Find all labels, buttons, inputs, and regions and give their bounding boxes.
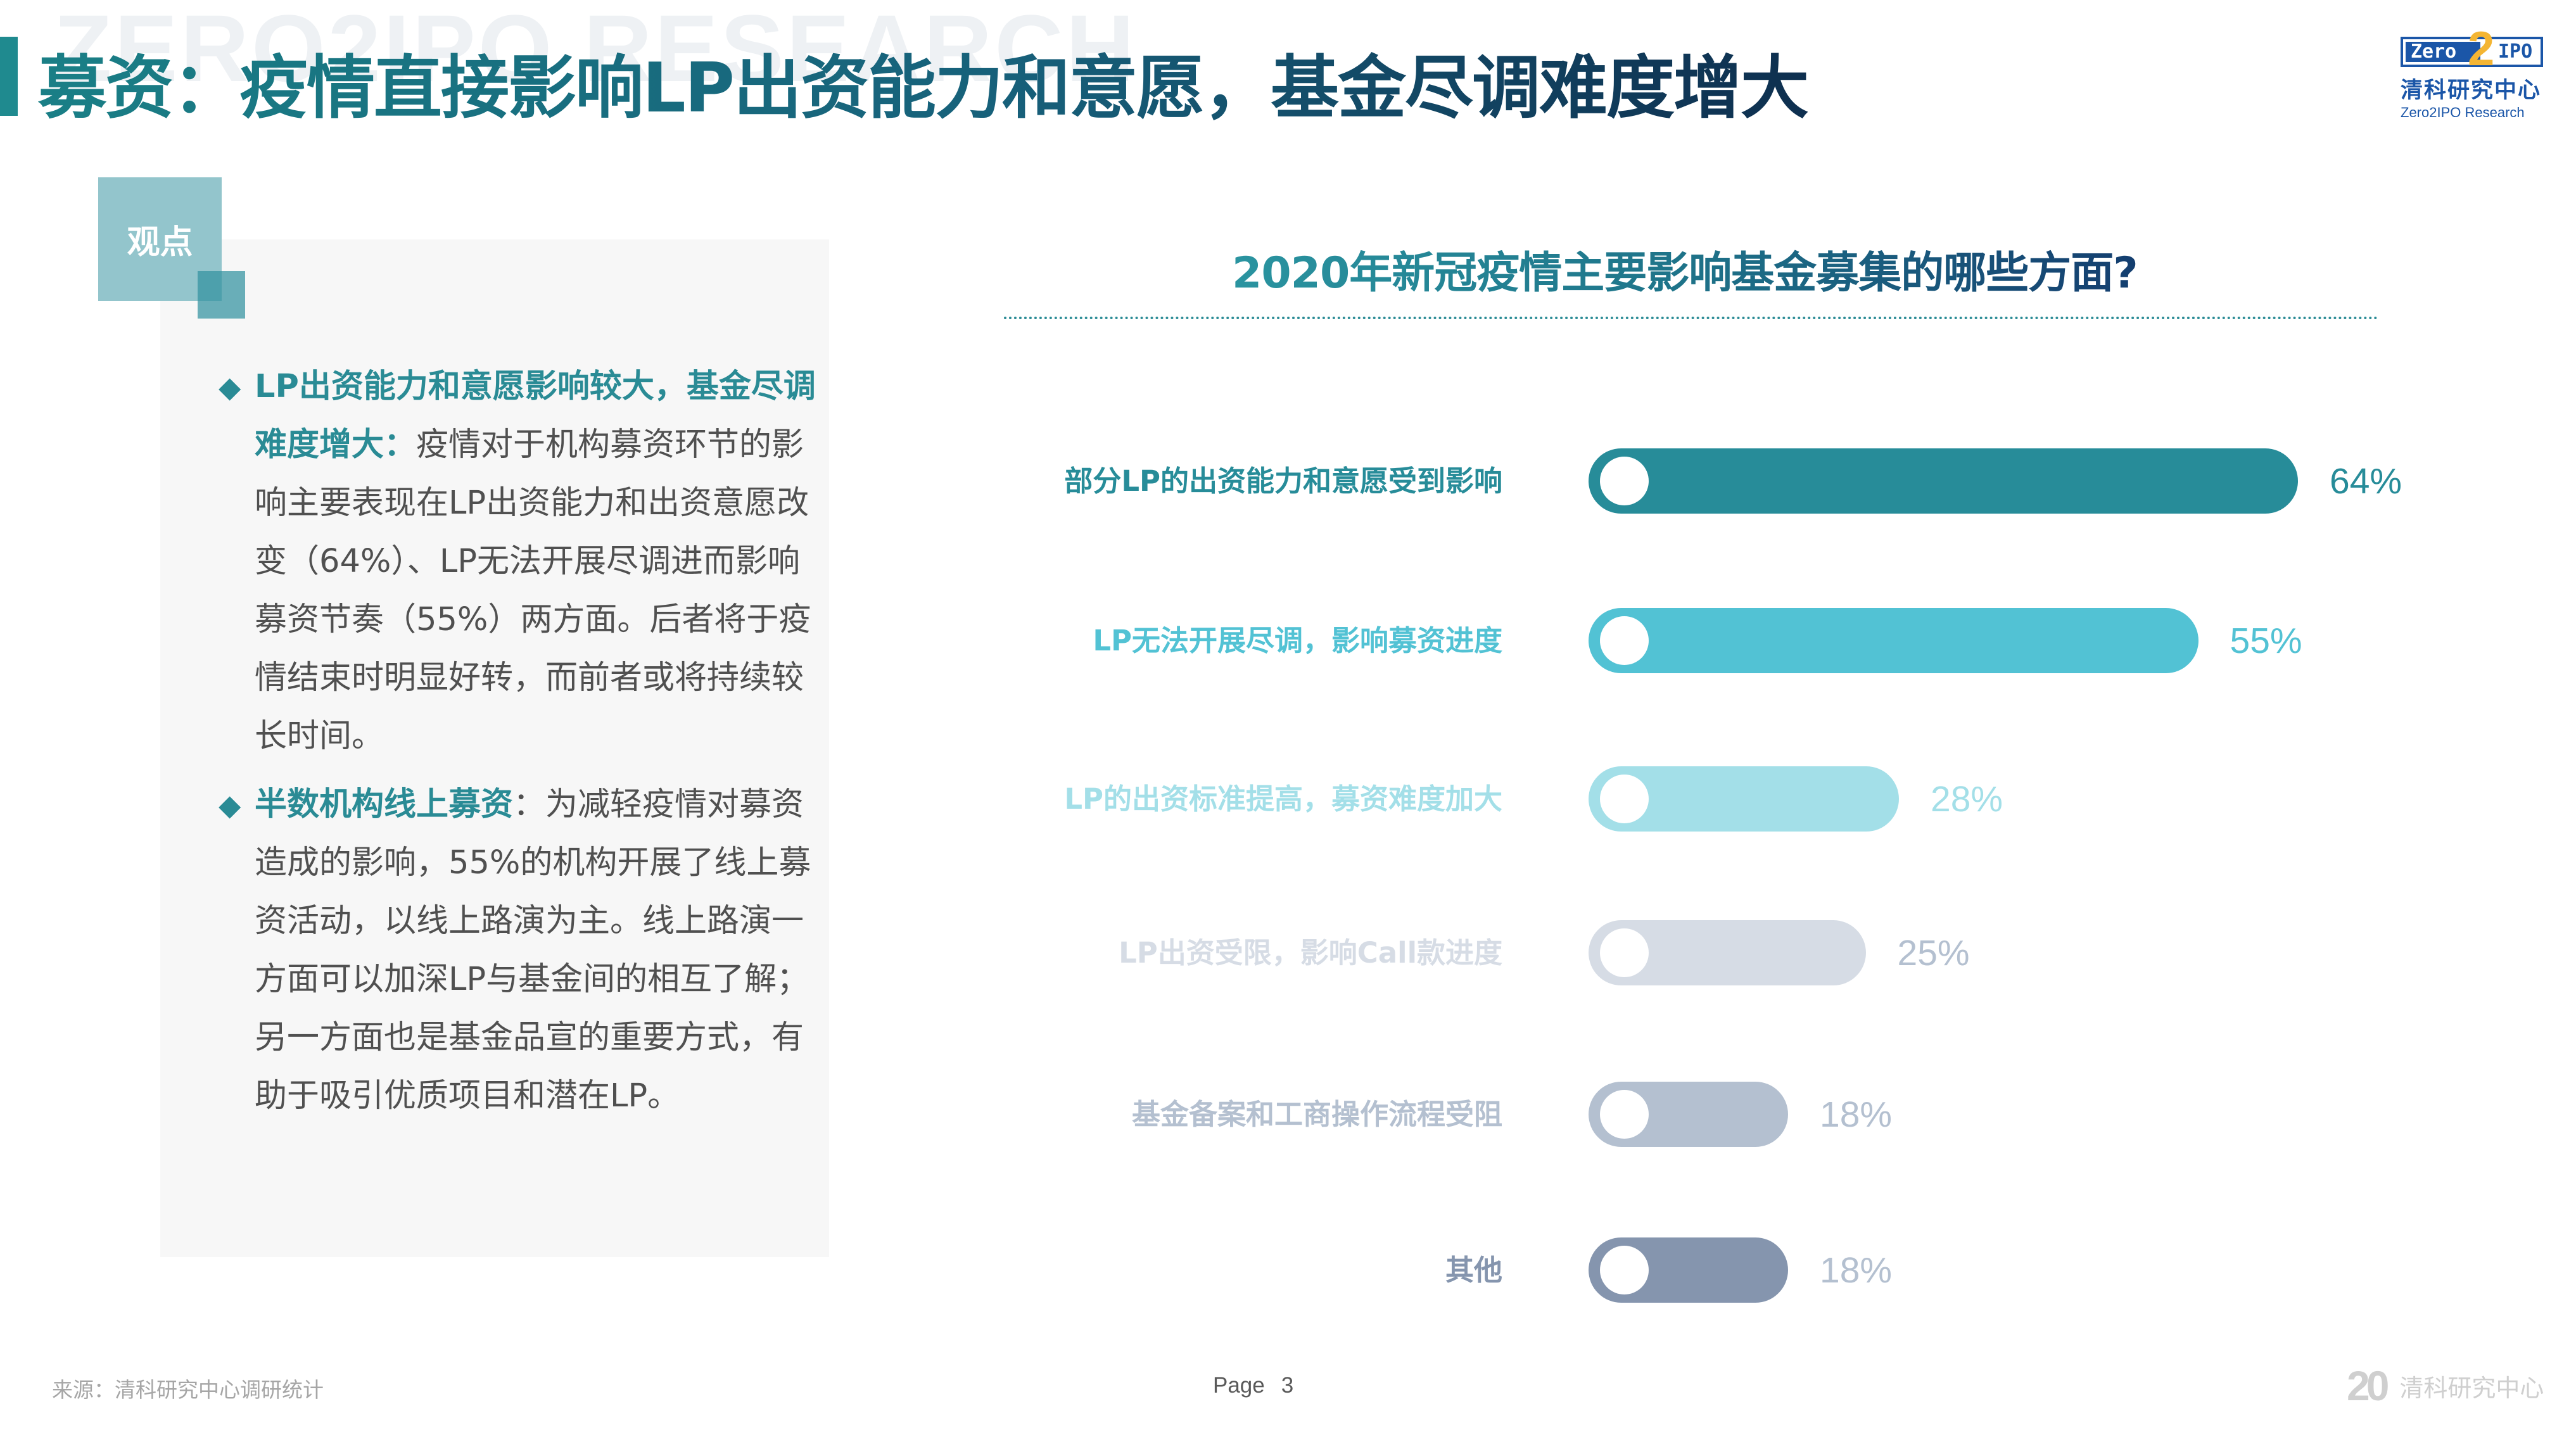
page-title: 募资：疫情直接影响LP出资能力和意愿，基金尽调难度增大 — [38, 33, 1809, 132]
logo-zero-text: Zero — [2406, 42, 2480, 62]
chart-title-divider — [1004, 317, 2378, 319]
bar-category-label: 部分LP的出资能力和意愿受到影响 — [1064, 464, 1502, 498]
viewpoint-panel — [160, 239, 829, 1257]
bullet-heading: 半数机构线上募资 — [255, 786, 514, 823]
bar-category-label: LP出资受限，影响Call款进度 — [1119, 936, 1502, 970]
chart-row: 部分LP的出资能力和意愿受到影响 64% — [0, 440, 2576, 522]
footer-brand-logo: 20 清科研究中心 — [2347, 1362, 2544, 1410]
bar-value-label: 25% — [1897, 933, 1970, 973]
bar-value-label: 64% — [2330, 461, 2402, 502]
logo-badge: Zero 2 IPO — [2401, 25, 2543, 73]
chart-row: LP的出资标准提高，募资难度加大 28% — [0, 758, 2576, 840]
chart-row: 其他 18% — [0, 1229, 2576, 1312]
bar-value-label: 28% — [1931, 779, 2003, 819]
viewpoint-bullet: ◆ LP出资能力和意愿影响较大，基金尽调难度增大：疫情对于机构募资环节的影响主要表… — [215, 358, 817, 766]
bullet-heading: LP出资能力和意愿影响较大，基金尽调难度增大： — [255, 368, 816, 464]
bullet-body: 疫情对于机构募资环节的影响主要表现在LP出资能力和出资意愿改变（64%）、LP无… — [255, 426, 811, 755]
bar-knob-icon — [1600, 775, 1649, 823]
bar-knob-icon — [1600, 928, 1649, 977]
bar — [1589, 1082, 1788, 1147]
anniversary-20-icon: 20 — [2347, 1362, 2389, 1409]
background-watermark: ZERO2IPO RESEARCH — [54, 0, 1137, 103]
bar-category-label: LP无法开展尽调，影响募资进度 — [1093, 624, 1502, 657]
page-indicator: Page 3 — [1213, 1373, 1293, 1398]
chart-title: 2020年新冠疫情主要影响基金募集的哪些方面? — [1232, 237, 2138, 300]
logo-ipo-text: IPO — [2498, 41, 2533, 63]
chart-row: LP无法开展尽调，影响募资进度 55% — [0, 600, 2576, 682]
bullet-body: ：为减轻疫情对募资造成的影响，55%的机构开展了线上募资活动，以线上路演为主。线… — [255, 786, 811, 1115]
source-note: 来源：清科研究中心调研统计 — [52, 1377, 324, 1402]
logo-two-glyph: 2 — [2468, 22, 2495, 76]
footer-brand-text: 清科研究中心 — [2399, 1374, 2544, 1402]
diamond-bullet-icon: ◆ — [219, 788, 241, 822]
bar-category-label: LP的出资标准提高，募资难度加大 — [1064, 782, 1502, 816]
page-label: Page — [1213, 1373, 1265, 1398]
bar — [1589, 448, 2298, 514]
bar — [1589, 608, 2198, 673]
bar — [1589, 1237, 1788, 1303]
logo-english-name: Zero2IPO Research — [2401, 104, 2525, 120]
page-number: 3 — [1281, 1373, 1294, 1398]
bar-knob-icon — [1600, 616, 1649, 665]
bar-knob-icon — [1600, 1246, 1649, 1294]
chart-row: LP出资受限，影响Call款进度 25% — [0, 912, 2576, 994]
bar — [1589, 920, 1866, 985]
chart-row: 基金备案和工商操作流程受阻 18% — [0, 1073, 2576, 1156]
bar-category-label: 基金备案和工商操作流程受阻 — [1131, 1098, 1502, 1131]
diamond-bullet-icon: ◆ — [219, 370, 241, 404]
bar — [1589, 766, 1899, 832]
bar-value-label: 18% — [1820, 1094, 1893, 1135]
viewpoint-bullet: ◆ 半数机构线上募资：为减轻疫情对募资造成的影响，55%的机构开展了线上募资活动，… — [215, 776, 817, 1125]
viewpoint-tag-accent-square — [198, 271, 245, 319]
bar-value-label: 55% — [2230, 621, 2302, 661]
bar-knob-icon — [1600, 457, 1649, 505]
bar-knob-icon — [1600, 1090, 1649, 1139]
bar-category-label: 其他 — [1445, 1253, 1502, 1287]
viewpoint-bullets: ◆ LP出资能力和意愿影响较大，基金尽调难度增大：疫情对于机构募资环节的影响主要表… — [215, 358, 817, 1136]
title-accent-bar — [0, 37, 18, 116]
zero2ipo-logo: Zero 2 IPO 清科研究中心 Zero2IPO Research — [2401, 25, 2553, 121]
logo-chinese-name: 清科研究中心 — [2401, 78, 2542, 103]
bar-value-label: 18% — [1820, 1250, 1893, 1291]
